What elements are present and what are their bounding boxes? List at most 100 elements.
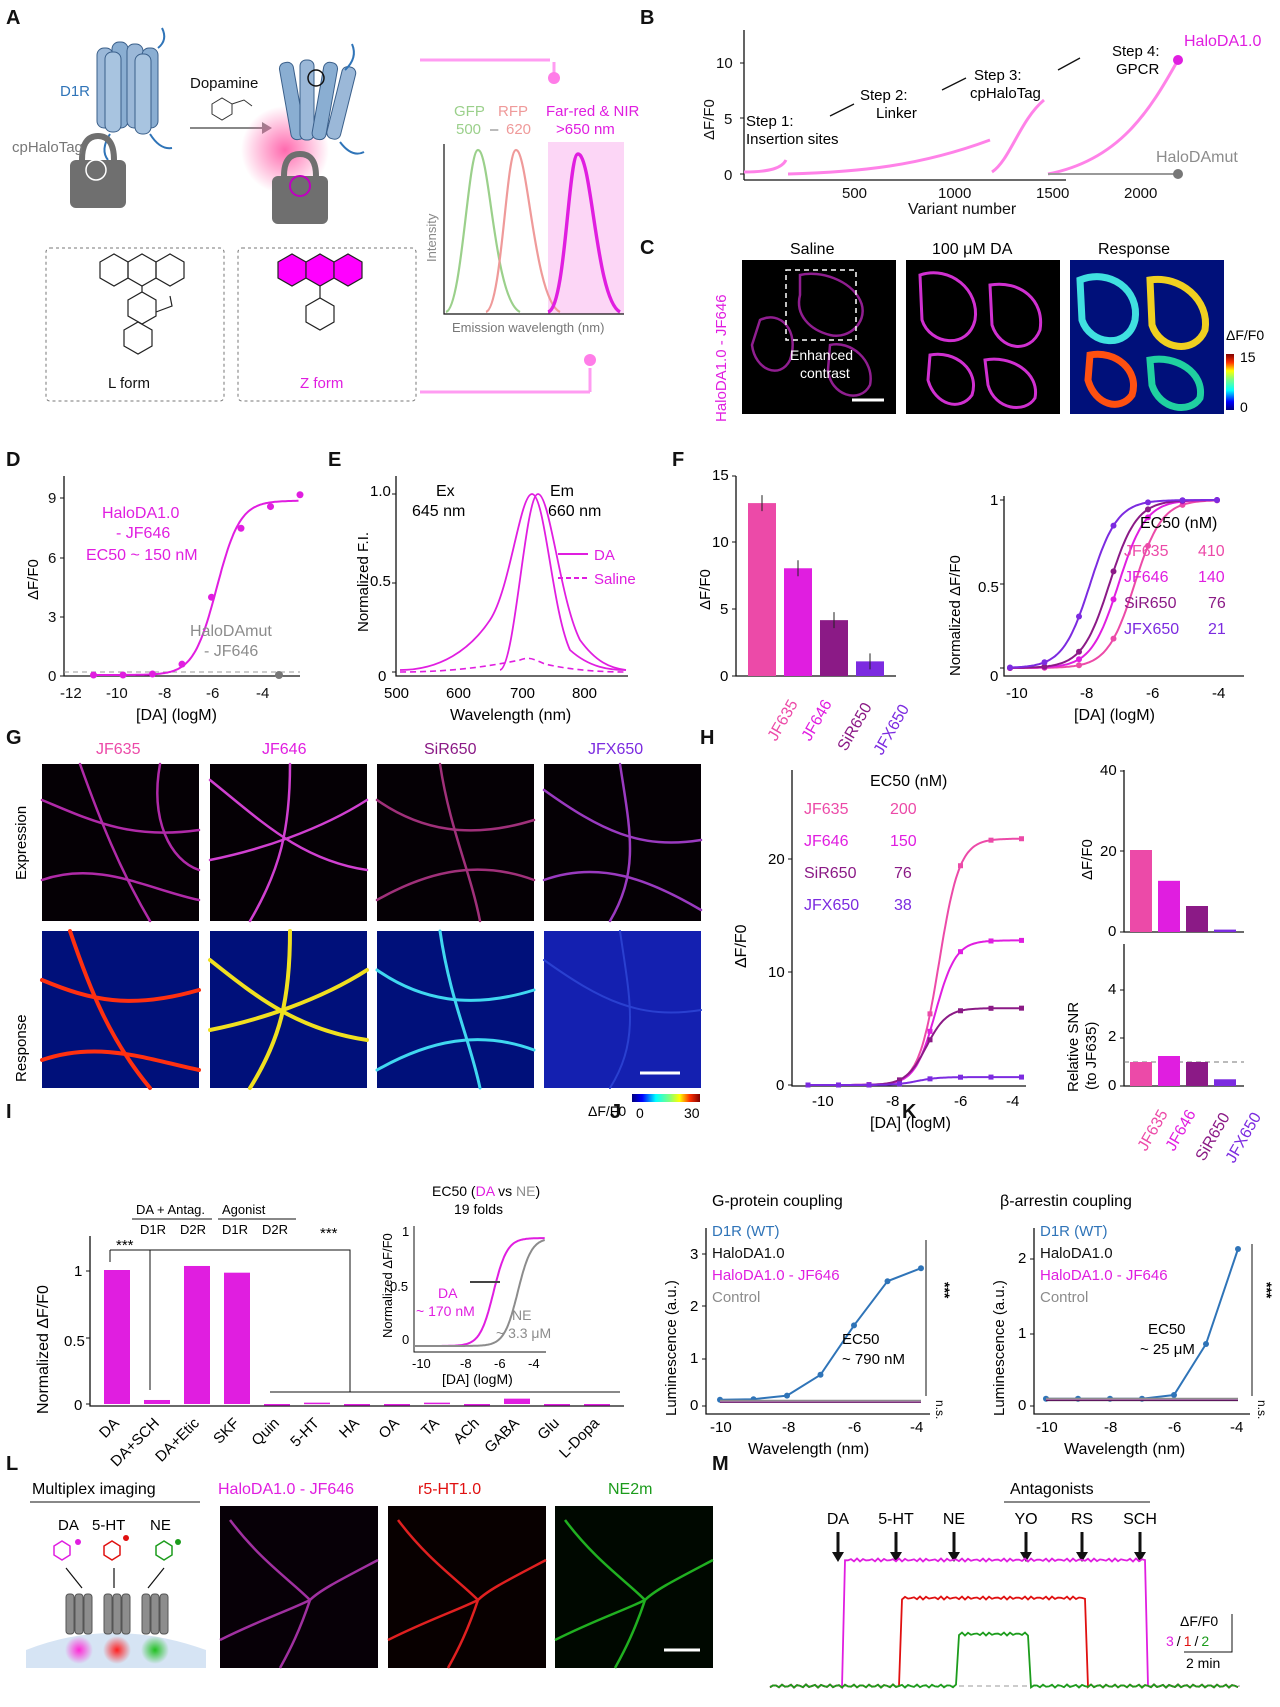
wt-point <box>784 1392 790 1399</box>
panel-d: 0 3 6 9 -12 -10 -8 -6 -4 ΔF/F0 [DA] (logM) Halo… <box>25 476 304 724</box>
j-ns: n.s. <box>933 1400 947 1419</box>
panel-letter: G <box>6 727 22 749</box>
svg-text:-4: -4 <box>1212 685 1225 702</box>
f-cat-label: SiR650 <box>835 700 876 754</box>
b-xlabel: Variant number <box>908 201 1017 218</box>
panel-letter: J <box>610 1101 621 1123</box>
svg-text:1000: 1000 <box>938 185 971 202</box>
i-stars: *** <box>320 1225 338 1242</box>
farred-label: Far-red & NIR <box>546 103 640 120</box>
svg-text:2: 2 <box>1018 1250 1026 1267</box>
f-bar <box>820 620 848 676</box>
i-bar <box>544 1404 570 1406</box>
m-event-label: SCH <box>1123 1511 1157 1528</box>
h-data-point <box>1019 836 1024 842</box>
h-data-point <box>897 1081 902 1087</box>
m-event-label: NE <box>943 1511 965 1528</box>
svg-text:-6: -6 <box>1168 1419 1181 1436</box>
i-category-label: 5-HT <box>287 1415 323 1451</box>
panel-letter: C <box>640 237 654 259</box>
h-top-bar <box>1158 880 1180 932</box>
f-data-point <box>1041 663 1048 670</box>
haloda-label: HaloDA1.0 <box>1184 33 1261 50</box>
h-ec50: 38 <box>894 897 912 914</box>
k-ns: n.s. <box>1255 1400 1269 1419</box>
d-data-point <box>296 491 304 499</box>
svg-text:-6: -6 <box>494 1356 506 1371</box>
step4-label: Step 4: <box>1112 43 1160 60</box>
c-enhanced: Enhanced <box>790 347 853 363</box>
i-inset-curve <box>414 1239 545 1347</box>
d-points <box>90 491 304 679</box>
h-data-point <box>927 1028 933 1034</box>
svg-text:0.5: 0.5 <box>978 579 999 596</box>
svg-text:3: 3 <box>48 609 56 626</box>
i-ylabel: Normalized ΔF/F0 <box>35 1285 52 1414</box>
l-red-image <box>388 1506 546 1668</box>
f-ec50: 21 <box>1208 621 1226 638</box>
k-title: β-arrestin coupling <box>1000 1193 1132 1210</box>
step3-label: Step 3: <box>974 67 1022 84</box>
m-event-arrowhead-icon <box>1134 1552 1146 1562</box>
h-top-bar <box>1214 929 1236 932</box>
m-event-arrowhead-icon <box>1076 1552 1088 1562</box>
f-cat-label: JFX650 <box>871 702 913 758</box>
m-event-label: YO <box>1014 1511 1037 1528</box>
h-data-point <box>927 1076 933 1082</box>
k-ec50: EC50 <box>1148 1321 1186 1338</box>
m-traces <box>769 1557 1240 1690</box>
g-row-response: Response <box>13 1014 30 1082</box>
step2-series <box>787 138 991 176</box>
h-ec50: 76 <box>894 865 912 882</box>
i-inset-curves <box>414 1237 545 1347</box>
svg-text:-6: -6 <box>954 1093 967 1110</box>
h-data-point <box>1019 937 1024 943</box>
i-stars: *** <box>116 1237 134 1254</box>
i-bars <box>104 1265 610 1406</box>
m-trace-ne <box>769 1631 1239 1690</box>
svg-text:-8: -8 <box>1080 685 1093 702</box>
svg-text:0: 0 <box>776 1077 784 1094</box>
j-ec50: EC50 <box>842 1331 880 1348</box>
connector-dot <box>548 72 560 84</box>
f-data-point <box>1110 596 1117 603</box>
z-form-box <box>237 247 417 402</box>
panel-e: 0 0.5 1.0 500 600 700 800 Normalized F.I. Wav… <box>355 476 636 724</box>
l-form-structure-icon <box>99 253 185 355</box>
m-scale-values: 3/1/2 <box>1166 1633 1209 1649</box>
panel-l: Multiplex imaging DA 5-HT NE HaloDA1.0 -… <box>26 1481 714 1669</box>
d-xlabel: [DA] (logM) <box>136 707 217 724</box>
f-xlabel: [DA] (logM) <box>1074 707 1155 724</box>
d-data-point <box>119 671 127 679</box>
f-data-point <box>1145 506 1151 513</box>
d-ylabel: ΔF/F0 <box>25 559 42 600</box>
d-data-point <box>149 670 156 678</box>
panel-g: JF635 JF646 SiR650 JFX650 Expression Res… <box>13 741 703 1121</box>
f-cat-label: JF646 <box>799 697 836 744</box>
m-event-arrowhead-icon <box>890 1552 902 1562</box>
h-bars-top <box>1130 850 1236 932</box>
h-top-bar <box>1130 850 1152 932</box>
rfp-label: RFP <box>498 103 528 120</box>
j-legend: Control <box>712 1289 760 1306</box>
svg-text:0.5: 0.5 <box>370 573 391 590</box>
f-dye: JF646 <box>1124 569 1169 586</box>
d-mut2: - JF646 <box>204 643 258 660</box>
panel-m: Antagonists DA 5-HT NE YO RS SCH ΔF/F0 3/1/2 … <box>769 1481 1240 1690</box>
i-bar <box>224 1272 250 1404</box>
svg-text:3: 3 <box>690 1246 698 1263</box>
e-ylabel: Normalized F.I. <box>355 532 372 632</box>
i-category-label: Glu <box>534 1415 563 1444</box>
e-ex-nm: 645 nm <box>412 503 465 520</box>
m-event-label: RS <box>1071 1511 1093 1528</box>
i-category-label: HA <box>336 1415 363 1442</box>
svg-text:0: 0 <box>1018 1397 1026 1414</box>
i-bar <box>424 1402 450 1405</box>
h-data-point <box>836 1082 841 1088</box>
m-event-arrowhead-icon <box>948 1552 960 1562</box>
b-arrows <box>829 57 1081 117</box>
gfp-label: GFP <box>454 103 485 120</box>
f-data-point <box>1076 613 1082 620</box>
